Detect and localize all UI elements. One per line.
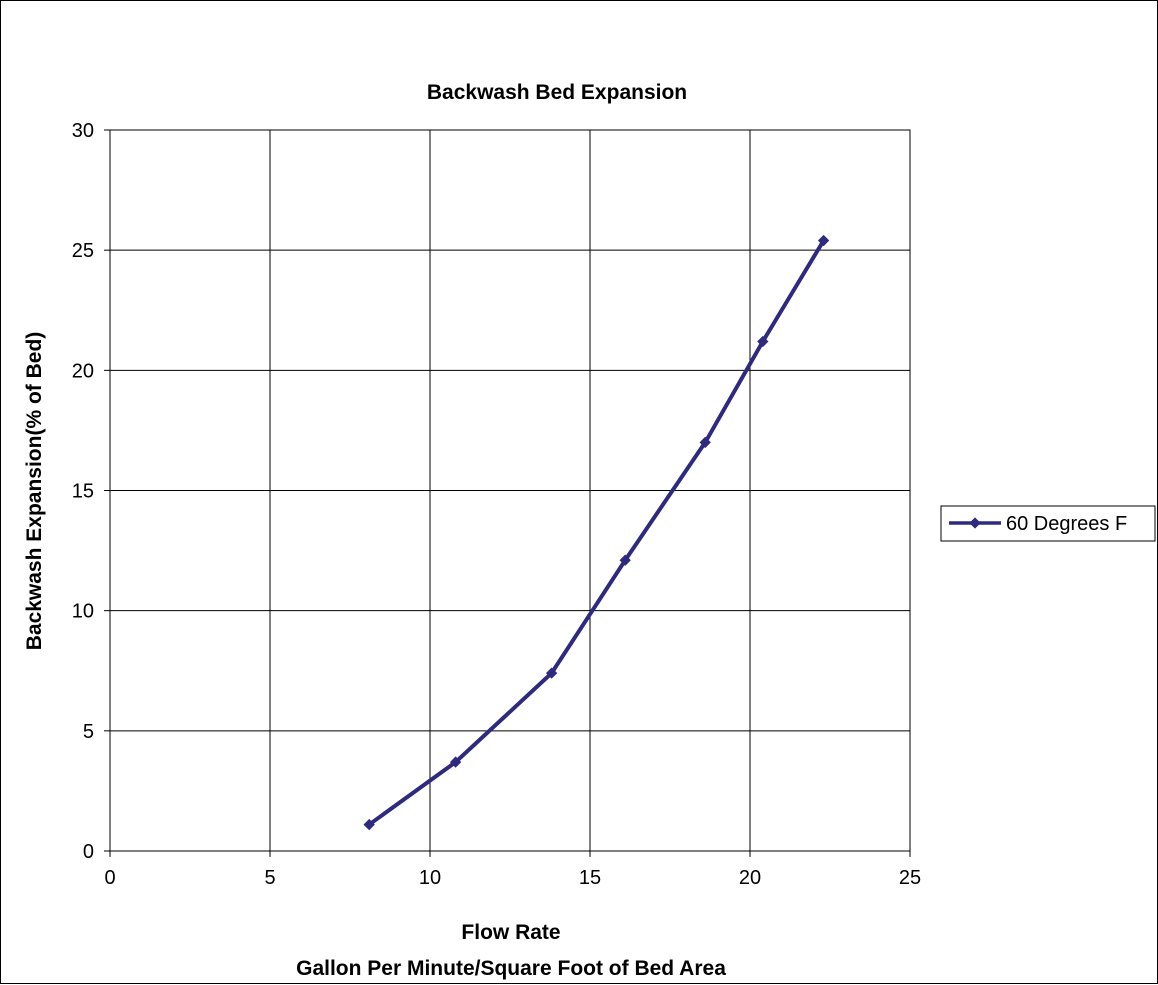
y-tick-label: 10 bbox=[72, 601, 94, 623]
data-point bbox=[449, 756, 462, 768]
legend-item-label: 60 Degrees F bbox=[1006, 513, 1127, 535]
x-axis-title: Flow Rate bbox=[461, 921, 560, 944]
data-point bbox=[817, 234, 830, 247]
y-tick-label: 20 bbox=[72, 360, 94, 382]
x-axis-subtitle: Gallon Per Minute/Square Foot of Bed Are… bbox=[296, 957, 726, 980]
chart-title: Backwash Bed Expansion bbox=[427, 81, 687, 104]
data-point bbox=[363, 818, 375, 831]
y-tick-label: 5 bbox=[83, 721, 94, 743]
y-tick-label: 0 bbox=[83, 841, 94, 863]
y-axis-title: Backwash Expansion(% of Bed) bbox=[23, 332, 46, 651]
x-tick-label: 20 bbox=[739, 867, 761, 889]
y-tick-label: 15 bbox=[72, 481, 94, 503]
data-point bbox=[757, 335, 769, 348]
legend: 60 Degrees F bbox=[940, 505, 1156, 542]
data-point bbox=[545, 667, 558, 679]
series-layer bbox=[363, 234, 830, 831]
y-tick-label: 30 bbox=[72, 120, 94, 142]
tick-layer: 0 5 10 15 20 25 0 5 10 15 20 25 30 bbox=[72, 120, 921, 889]
x-tick-label: 10 bbox=[419, 867, 441, 889]
x-tick-label: 0 bbox=[104, 867, 115, 889]
grid-layer bbox=[109, 129, 911, 852]
x-tick-label: 25 bbox=[899, 867, 921, 889]
y-tick-label: 25 bbox=[72, 240, 94, 262]
data-point bbox=[699, 436, 711, 449]
x-tick-label: 15 bbox=[579, 867, 601, 889]
legend-swatch-marker bbox=[969, 517, 981, 529]
series-line bbox=[368, 239, 826, 827]
data-point bbox=[619, 554, 631, 566]
x-tick-label: 5 bbox=[264, 867, 275, 889]
